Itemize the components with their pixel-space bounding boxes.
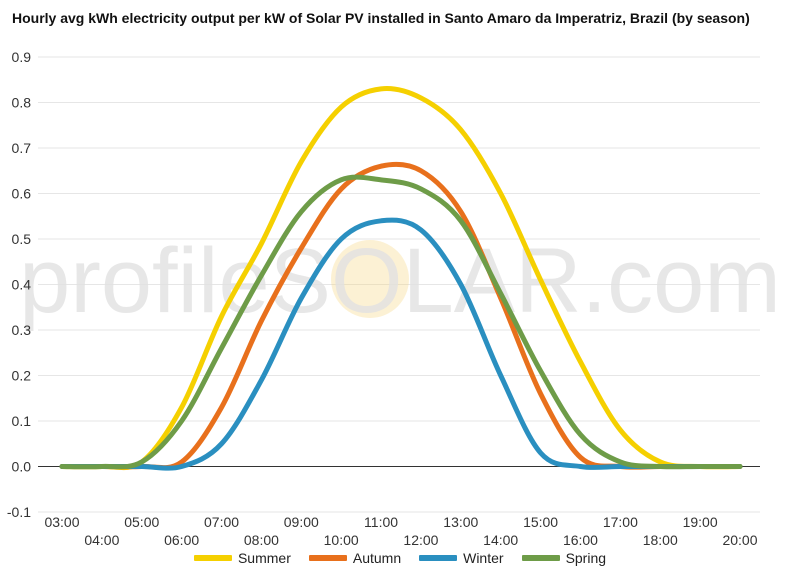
axis-layer: -0.1 0.0 0.1 0.2 0.3 0.4 0.5 0.6 0.7 0.8 0.9 03:00 0…: [7, 49, 758, 548]
x-tick-label: 19:00: [683, 514, 718, 530]
watermark-layer: profileSOLAR.com: [19, 230, 781, 332]
legend-label: Spring: [565, 550, 607, 566]
x-tick-label: 03:00: [44, 514, 79, 530]
x-tick-label: 13:00: [443, 514, 478, 530]
x-tick-label: 05:00: [124, 514, 159, 530]
y-tick-label: 0.6: [12, 186, 32, 202]
y-tick-label: 0.3: [12, 322, 32, 338]
y-tick-label: 0.8: [12, 95, 32, 111]
legend-label: Summer: [237, 550, 291, 566]
y-tick-label: -0.1: [7, 504, 31, 520]
legend-label: Winter: [463, 550, 504, 566]
x-tick-label: 20:00: [722, 532, 757, 548]
x-tick-label: 15:00: [523, 514, 558, 530]
grid-layer: [38, 56, 760, 513]
x-tick-label: 16:00: [563, 532, 598, 548]
x-tick-label: 14:00: [483, 532, 518, 548]
legend-swatch: [419, 555, 458, 561]
series-line-winter: [59, 217, 743, 471]
y-tick-label: 0.0: [12, 459, 32, 475]
legend-swatch: [521, 555, 560, 561]
y-tick-label: 0.5: [12, 231, 32, 247]
y-tick-label: 0.7: [12, 140, 32, 156]
x-tick-label: 10:00: [324, 532, 359, 548]
legend-item-spring[interactable]: Spring: [521, 548, 607, 568]
y-tick-label: 0.1: [12, 413, 32, 429]
legend-swatch: [308, 555, 347, 561]
watermark-sun-icon: [331, 240, 409, 318]
series-line-summer: [59, 86, 743, 471]
chart-title: Hourly avg kWh electricity output per kW…: [12, 10, 750, 26]
y-tick-label: 0.4: [12, 277, 32, 293]
x-tick-label: 17:00: [603, 514, 638, 530]
legend-swatch: [193, 555, 232, 561]
x-tick-label: 06:00: [164, 532, 199, 548]
x-tick-label: 09:00: [284, 514, 319, 530]
legend-item-autumn[interactable]: Autumn: [308, 548, 402, 568]
series-layer: [59, 86, 743, 471]
series-line-spring: [59, 174, 743, 470]
y-tick-label: 0.2: [12, 368, 32, 384]
x-tick-label: 18:00: [643, 532, 678, 548]
watermark-logo: profileSOLAR.com: [19, 230, 781, 332]
legend-label: Autumn: [352, 550, 402, 566]
x-tick-label: 04:00: [84, 532, 119, 548]
x-tick-label: 12:00: [403, 532, 438, 548]
chart-legend: Summer Autumn Winter Spring: [0, 548, 800, 568]
legend-item-summer[interactable]: Summer: [193, 548, 291, 568]
x-tick-label: 08:00: [244, 532, 279, 548]
x-tick-label: 07:00: [204, 514, 239, 530]
x-tick-label: 11:00: [364, 514, 398, 530]
y-tick-label: 0.9: [12, 49, 32, 65]
legend-item-winter[interactable]: Winter: [419, 548, 504, 568]
